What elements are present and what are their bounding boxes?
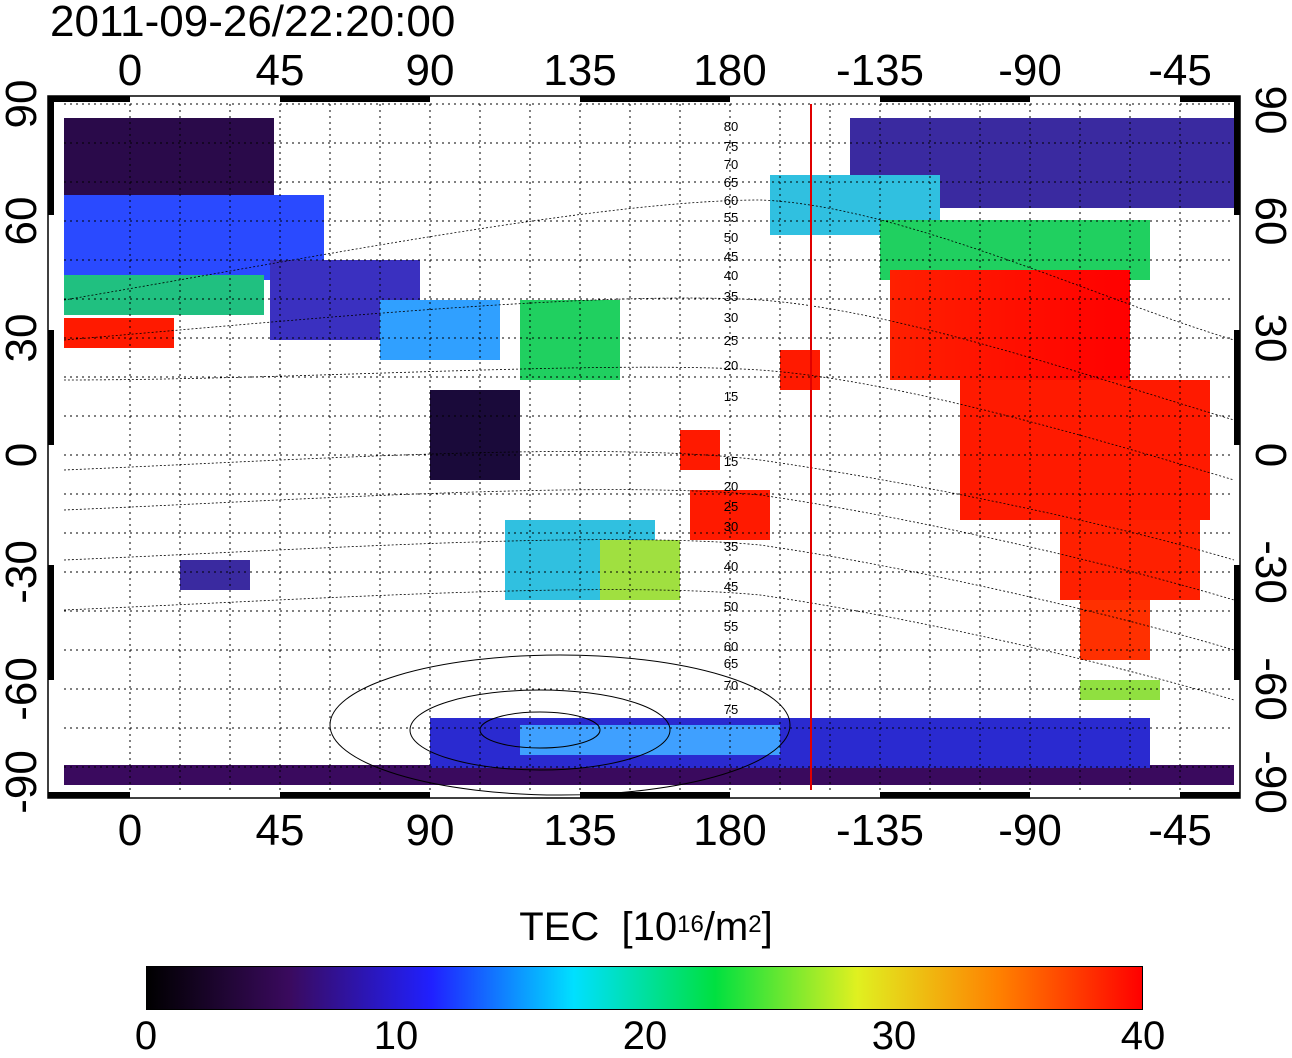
colorbar [146, 966, 1143, 1010]
contour-label: 80 [724, 119, 738, 134]
contour-label: 15 [724, 454, 738, 469]
lon-tick-top: -90 [998, 46, 1062, 95]
lat-tick-right: 60 [1246, 197, 1292, 246]
plot-title: 2011-09-26/22:20:00 [50, 0, 456, 46]
contour-label: 55 [724, 619, 738, 634]
colorbar-label: TEC [1016/m2] [0, 902, 1292, 952]
magnetic-pole-contours [329, 654, 791, 796]
colorbar-tick: 40 [1120, 1014, 1166, 1058]
contour-label: 65 [724, 656, 738, 671]
lon-tick-top: 45 [256, 46, 305, 95]
contour-label: 70 [724, 678, 738, 693]
lon-tick-top: 135 [543, 46, 616, 95]
contour-label: 30 [724, 310, 738, 325]
left-lat-axis: 90 60 30 0 -30 -60 -90 [0, 80, 46, 814]
lon-tick-top: 0 [118, 46, 142, 95]
contour-label: 20 [724, 358, 738, 373]
lat-tick-right: 90 [1246, 86, 1292, 135]
contour-label: 30 [724, 519, 738, 534]
contour-label: 35 [724, 539, 738, 554]
contour-label: 45 [724, 249, 738, 264]
contour-label-group: 80 75 70 65 60 55 50 45 40 35 30 25 20 1… [724, 119, 738, 717]
magnetic-contours [63, 199, 1235, 701]
contour-label: 25 [724, 499, 738, 514]
lon-tick-bottom: 135 [543, 806, 616, 855]
contour-label: 25 [724, 333, 738, 348]
contour-label: 40 [724, 559, 738, 574]
contour-label: 50 [724, 230, 738, 245]
contour-label: 70 [724, 157, 738, 172]
colorbar-tick: 30 [871, 1014, 917, 1058]
contour-label: 75 [724, 702, 738, 717]
lon-tick-bottom: 45 [256, 806, 305, 855]
lon-tick-bottom: -135 [836, 806, 924, 855]
contour-label: 55 [724, 210, 738, 225]
lat-tick-left: -60 [0, 657, 46, 721]
colorbar-tick: 0 [134, 1014, 158, 1058]
contour-label: 60 [724, 193, 738, 208]
tec-map: 80 75 70 65 60 55 50 45 40 35 30 25 20 1… [0, 46, 1292, 855]
lat-tick-right: 30 [1246, 314, 1292, 363]
tec-data-layer [64, 118, 1234, 785]
lat-tick-right: -60 [1246, 657, 1292, 721]
contour-label: 35 [724, 289, 738, 304]
contour-label: 50 [724, 599, 738, 614]
lat-tick-left: -30 [0, 540, 46, 604]
lat-tick-right: -90 [1246, 750, 1292, 814]
contour-label: 60 [724, 639, 738, 654]
lon-tick-top: -135 [836, 46, 924, 95]
bottom-lon-axis: 0 45 90 135 180 -135 -90 -45 [118, 806, 1212, 855]
contour-label: 65 [724, 175, 738, 190]
frame-ticks [48, 96, 1240, 798]
lon-tick-bottom: -90 [998, 806, 1062, 855]
contour-label: 40 [724, 268, 738, 283]
lon-tick-bottom: 180 [693, 806, 766, 855]
contour-label: 15 [724, 389, 738, 404]
lat-tick-left: 0 [0, 443, 46, 467]
lon-tick-top: -45 [1148, 46, 1212, 95]
lat-tick-left: 60 [0, 197, 46, 246]
lon-tick-bottom: 0 [118, 806, 142, 855]
lat-tick-right: 0 [1246, 443, 1292, 467]
lon-tick-top: 180 [693, 46, 766, 95]
contour-label: 75 [724, 139, 738, 154]
contour-label: 45 [724, 579, 738, 594]
colorbar-units: [1016/m2] [621, 905, 773, 949]
lat-tick-left: 90 [0, 80, 46, 129]
lat-tick-right: -30 [1246, 540, 1292, 604]
lon-tick-top: 90 [406, 46, 455, 95]
lon-tick-bottom: 90 [406, 806, 455, 855]
colorbar-tick: 10 [373, 1014, 419, 1058]
top-lon-axis: 0 45 90 135 180 -135 -90 -45 [118, 46, 1212, 95]
lat-tick-left: 30 [0, 314, 46, 363]
lat-tick-left: -90 [0, 750, 46, 814]
right-lat-axis: 90 60 30 0 -30 -60 -90 [1246, 86, 1292, 814]
lon-tick-bottom: -45 [1148, 806, 1212, 855]
graticule [64, 103, 1234, 790]
colorbar-tick: 20 [622, 1014, 668, 1058]
contour-label: 20 [724, 479, 738, 494]
colorbar-title: TEC [519, 905, 600, 949]
